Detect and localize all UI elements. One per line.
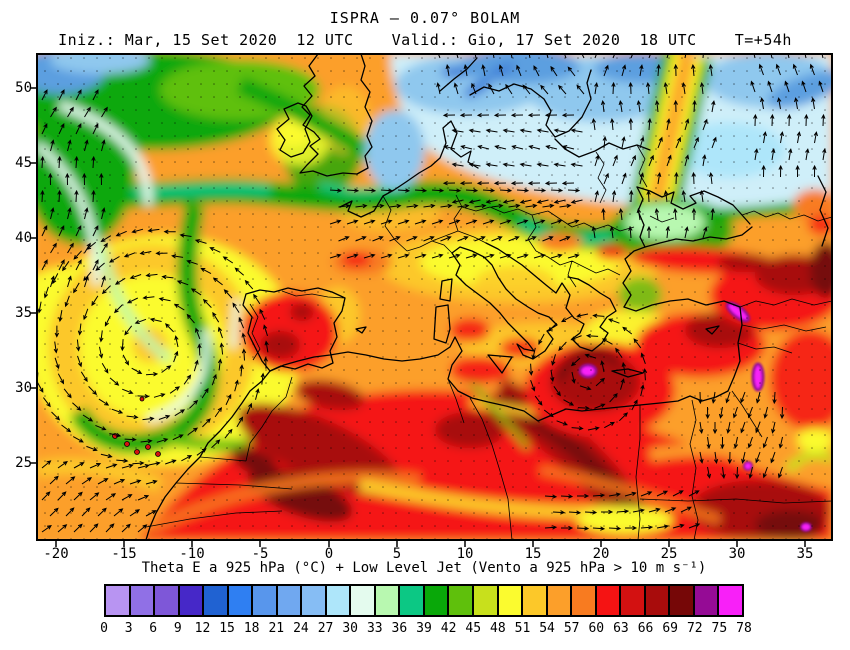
colorbar-cell xyxy=(449,586,474,615)
colorbar-tick-label: 45 xyxy=(465,621,482,636)
colorbar-tick-label: 60 xyxy=(588,621,605,636)
colorbar-cell xyxy=(596,586,622,615)
lon-tick-label: -5 xyxy=(251,546,269,562)
wind-arrow-cluster xyxy=(750,54,827,178)
wind-arrow-cluster xyxy=(698,391,785,480)
wind-arrow-cluster xyxy=(37,228,269,466)
colorbar-cell xyxy=(670,586,695,615)
colorbar-tick-label: 33 xyxy=(366,621,383,636)
colorbar-tick-label: 75 xyxy=(711,621,728,636)
colorbar-cell xyxy=(179,586,205,615)
lat-tick-label: 50 xyxy=(15,80,32,96)
wind-arrow-cluster xyxy=(329,188,581,259)
lat-tick-label: 30 xyxy=(15,380,32,396)
axis-tick-marks xyxy=(30,87,806,547)
lat-tick-label: 45 xyxy=(15,155,32,171)
colorbar-tick-label: 9 xyxy=(173,621,182,636)
lon-tick-label: -10 xyxy=(179,546,205,562)
colorbar-tick-label: 18 xyxy=(243,621,260,636)
colorbar-cell xyxy=(277,586,303,615)
colorbar-tick-label: 51 xyxy=(514,621,531,636)
lon-tick-label: 25 xyxy=(660,546,678,562)
colorbar-cell xyxy=(400,586,425,615)
colorbar-tick-label: 36 xyxy=(391,621,408,636)
run-valid-subtitle: Iniz.: Mar, 15 Set 2020 12 UTC Valid.: G… xyxy=(58,31,792,49)
colorbar-cell xyxy=(204,586,229,615)
lon-tick-label: -20 xyxy=(43,546,69,562)
colorbar-tick-label: 0 xyxy=(100,621,108,636)
lat-tick-label: 35 xyxy=(15,305,32,321)
colorbar-cell xyxy=(498,586,524,615)
colorbar-cell xyxy=(572,586,597,615)
colorbar-cell xyxy=(473,586,499,615)
lon-tick-label: 20 xyxy=(592,546,610,562)
colorbar-cell xyxy=(621,586,646,615)
colorbar-tick-label: 66 xyxy=(637,621,654,636)
colorbar-cell xyxy=(130,586,156,615)
lon-tick-label: 5 xyxy=(392,546,402,562)
country-borders xyxy=(145,144,832,540)
colorbar-tick-label: 48 xyxy=(490,621,506,636)
colorbar-tick-label: 39 xyxy=(416,621,432,636)
colorbar-tick-label: 57 xyxy=(563,621,580,636)
colorbar-tick-label: 24 xyxy=(293,621,309,636)
colorbar-tick-label: 3 xyxy=(124,621,133,636)
colorbar-cell xyxy=(719,586,742,615)
coastlines xyxy=(145,54,829,540)
wind-arrow-cluster xyxy=(436,54,585,95)
lon-tick-label: 10 xyxy=(456,546,474,562)
map-frame xyxy=(36,53,833,541)
colorbar-cell xyxy=(155,586,180,615)
colorbar-tick-label: 6 xyxy=(149,621,158,636)
lat-tick-label: 40 xyxy=(15,230,32,246)
wind-arrow-cluster xyxy=(544,490,701,531)
colorbar-cell xyxy=(645,586,671,615)
colorbar-cell xyxy=(694,586,720,615)
lat-tick-label: 25 xyxy=(15,455,32,471)
lon-tick-label: 0 xyxy=(324,546,334,562)
lon-tick-label: 30 xyxy=(728,546,746,562)
canary-islands xyxy=(112,396,161,457)
colorbar-cell xyxy=(228,586,254,615)
wind-arrow-cluster xyxy=(40,89,108,288)
colorbar-tick-label: 54 xyxy=(539,621,555,636)
theta-e-field xyxy=(37,54,832,540)
colorbar-cell xyxy=(547,586,573,615)
colorbar-cell xyxy=(326,586,352,615)
wind-arrow-cluster xyxy=(442,112,583,204)
colorbar-tick-label: 69 xyxy=(662,621,678,636)
colorbar-cell xyxy=(375,586,401,615)
colorbar-tick-label: 27 xyxy=(317,621,334,636)
colorbar xyxy=(104,584,744,617)
colorbar-tick-label: 42 xyxy=(440,621,457,636)
colorbar-tick-label: 30 xyxy=(342,621,358,636)
colorbar-labels: 0 3 6 9 12 15 18 21 24 27 30 33 36 39 42 45 48 51 54 57 60 63… xyxy=(100,621,752,637)
wind-arrows-layer xyxy=(37,54,827,533)
colorbar-cell xyxy=(106,586,131,615)
colorbar-tick-label: 12 xyxy=(194,621,211,636)
colorbar-tick-label: 21 xyxy=(268,621,285,636)
lon-tick-label: -15 xyxy=(111,546,137,562)
lon-tick-label: 15 xyxy=(524,546,542,562)
calm-wind-dots xyxy=(37,54,832,540)
page-title: ISPRA — 0.07° BOLAM xyxy=(329,9,521,27)
colorbar-cell xyxy=(424,586,450,615)
legend-title: Theta E a 925 hPa (°C) + Low Level Jet (… xyxy=(141,560,707,576)
colorbar-tick-label: 63 xyxy=(613,621,629,636)
colorbar-cell xyxy=(253,586,278,615)
wind-arrow-cluster xyxy=(528,313,648,431)
colorbar-tick-label: 72 xyxy=(686,621,703,636)
wind-arrow-cluster xyxy=(41,460,158,533)
colorbar-cell xyxy=(302,586,327,615)
lon-tick-label: 35 xyxy=(796,546,814,562)
colorbar-cell xyxy=(523,586,548,615)
colorbar-tick-label: 78 xyxy=(736,621,752,636)
colorbar-cell xyxy=(351,586,376,615)
wind-arrow-cluster xyxy=(591,54,717,239)
colorbar-tick-label: 15 xyxy=(219,621,235,636)
